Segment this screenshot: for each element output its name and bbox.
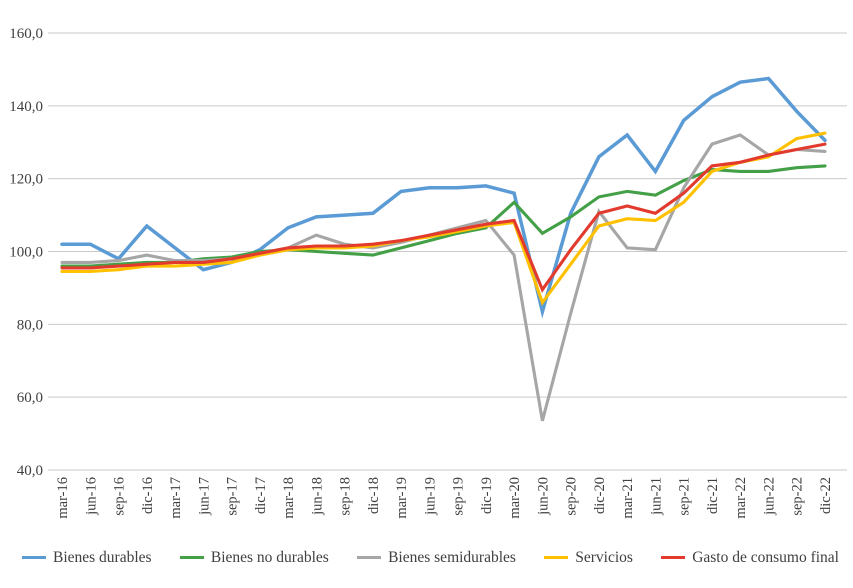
x-tick-label: dic-16 — [140, 477, 156, 514]
x-tick-label: jun-21 — [648, 477, 664, 516]
legend-line-swatch-icon — [661, 556, 686, 560]
x-tick-label: sep-19 — [451, 477, 467, 516]
x-tick-label: mar-18 — [281, 477, 297, 519]
legend-item-bienes-no-durables: Bienes no durables — [179, 549, 329, 566]
x-tick-label: sep-16 — [112, 477, 128, 516]
x-tick-label: jun-17 — [196, 477, 212, 516]
series-line-bienes-durables — [60, 76, 827, 319]
legend-item-gasto-de-consumo-final: Gasto de consumo final — [661, 550, 839, 566]
legend-label-gasto-de-consumo-final: Gasto de consumo final — [692, 549, 839, 566]
x-tick-label: mar-17 — [168, 477, 184, 519]
y-tick-label: 140,0 — [9, 99, 43, 115]
legend-line-swatch-icon — [544, 556, 569, 560]
x-tick-label: dic-22 — [818, 477, 834, 514]
x-tick-label: mar-19 — [394, 477, 410, 519]
x-tick-label: sep-18 — [338, 477, 354, 516]
x-tick-label: mar-22 — [733, 477, 749, 519]
x-tick-label: jun-19 — [422, 477, 438, 516]
x-tick-label: jun-22 — [761, 477, 777, 516]
x-tick-label: dic-17 — [253, 477, 269, 514]
y-tick-label: 120,0 — [9, 172, 43, 188]
x-tick-label: jun-16 — [83, 477, 99, 516]
legend-line-swatch-icon — [179, 556, 204, 560]
series-line-servicios — [60, 131, 827, 306]
legend-label-servicios: Servicios — [575, 549, 633, 566]
chart-svg: 160,0 140,0 120,0 100,0 80,0 60,0 40,0 mar-16 ju… — [9, 26, 847, 519]
x-tick-label: dic-18 — [366, 477, 382, 514]
x-tick-label: mar-21 — [620, 477, 636, 519]
series-line-gasto-de-consumo-final — [60, 142, 827, 293]
x-tick-label: jun-18 — [309, 477, 325, 516]
y-tick-label: 100,0 — [9, 245, 43, 261]
legend-label-bienes-durables: Bienes durables — [53, 549, 152, 566]
legend-item-bienes-durables: Bienes durables — [22, 550, 152, 566]
x-tick-label: dic-19 — [479, 477, 495, 514]
x-tick-label: mar-16 — [55, 477, 71, 519]
x-tick-label: sep-22 — [790, 477, 806, 516]
y-tick-label: 60,0 — [17, 390, 43, 406]
legend-item-servicios: Servicios — [544, 550, 633, 566]
x-tick-label: sep-17 — [225, 477, 241, 516]
x-tick-label: jun-20 — [535, 477, 551, 516]
legend-line-swatch-icon — [22, 556, 46, 560]
x-tick-label: sep-20 — [564, 477, 580, 516]
chart-legend: Bienes durables Bienes no durables Bienes … — [22, 550, 839, 566]
x-tick-label: dic-20 — [592, 477, 608, 514]
legend-item-bienes-semidurables: Bienes semidurables — [357, 550, 516, 566]
y-tick-label: 160,0 — [9, 26, 43, 42]
x-tick-label: dic-21 — [705, 477, 721, 514]
x-tick-label: mar-20 — [507, 477, 523, 519]
series-line-bienes-semidurables — [60, 133, 827, 422]
legend-label-bienes-semidurables: Bienes semidurables — [388, 549, 516, 566]
y-tick-label: 80,0 — [17, 317, 43, 333]
legend-label-bienes-no-durables: Bienes no durables — [210, 549, 329, 566]
x-tick-label: sep-21 — [677, 477, 693, 516]
legend-line-swatch-icon — [357, 556, 382, 560]
y-tick-label: 40,0 — [17, 463, 43, 479]
